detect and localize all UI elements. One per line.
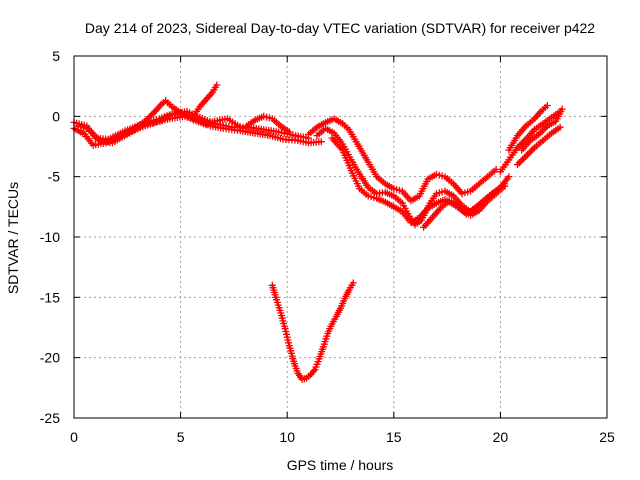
x-axis-label: GPS time / hours <box>287 457 394 473</box>
chart-title: Day 214 of 2023, Sidereal Day-to-day VTE… <box>85 20 595 36</box>
series-track-c <box>74 109 246 147</box>
x-tick-label: 10 <box>279 429 295 445</box>
y-tick-label: -20 <box>40 350 60 366</box>
series-markers-rise-track-1 <box>496 108 564 176</box>
series-markers-rise-track-4 <box>518 105 566 154</box>
series-rise-track-3 <box>514 123 564 169</box>
series-dip-track-3 <box>420 173 513 231</box>
series-rise-track-1 <box>496 108 564 176</box>
y-tick-label: 0 <box>52 108 60 124</box>
tick-layer: 0 5 10 15 20 25 5 0 -5 -10 -15 -20 -25 <box>40 48 615 445</box>
x-tick-label: 20 <box>493 429 509 445</box>
plot-frame <box>73 55 608 419</box>
series-rise-track-4 <box>518 105 566 154</box>
x-tick-label: 25 <box>599 429 615 445</box>
series-markers-rise-track-3 <box>514 123 564 169</box>
series-evening-peak-1 <box>125 97 185 136</box>
series-markers-deep-dip <box>268 279 357 383</box>
y-tick-label: 5 <box>52 48 60 64</box>
series-markers-peak-wave-1 <box>243 112 293 136</box>
series-peak-wave-1 <box>243 112 293 136</box>
series-layer <box>70 81 566 383</box>
series-markers-evening-peak-1 <box>125 97 185 136</box>
series-markers-dip-track-3 <box>420 173 513 231</box>
y-tick-label: -10 <box>40 229 60 245</box>
y-tick-label: -15 <box>40 289 60 305</box>
series-dip-track-2 <box>328 134 509 226</box>
series-deep-dip <box>268 279 357 383</box>
x-tick-label: 0 <box>70 429 78 445</box>
y-tick-label: -25 <box>40 410 60 426</box>
series-rise-track-2 <box>505 102 551 154</box>
series-markers-rise-track-2 <box>505 102 551 154</box>
series-evening-peak-2 <box>189 81 221 120</box>
grid-layer <box>74 56 607 418</box>
x-tick-label: 5 <box>177 429 185 445</box>
series-peak-wave-2 <box>305 115 500 205</box>
y-tick-label: -5 <box>48 169 61 185</box>
x-tick-label: 15 <box>386 429 402 445</box>
series-markers-evening-peak-2 <box>189 81 221 120</box>
series-markers-peak-wave-2 <box>305 115 500 205</box>
y-axis-label: SDTVAR / TECUs <box>5 182 21 294</box>
